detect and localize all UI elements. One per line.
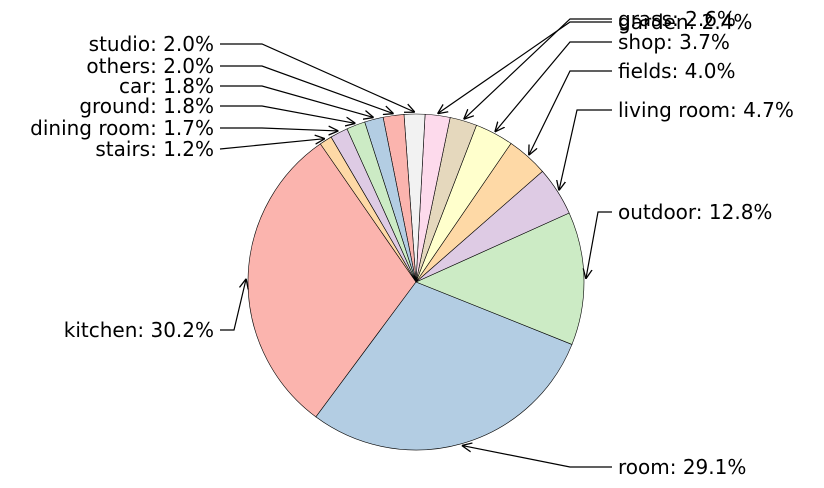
slice-label-shop: shop: 3.7% bbox=[618, 30, 730, 54]
leader-line-ground bbox=[220, 105, 355, 123]
slice-label-outdoor: outdoor: 12.8% bbox=[618, 200, 772, 224]
slice-label-dining-room: dining room: 1.7% bbox=[30, 116, 214, 140]
slice-label-grass: grass: 2.6% bbox=[618, 7, 736, 31]
leader-line-grass bbox=[464, 18, 612, 119]
pie-slices bbox=[247, 113, 585, 451]
slice-label-car: car: 1.8% bbox=[119, 74, 214, 98]
leader-line-studio bbox=[220, 43, 415, 112]
slice-label-kitchen: kitchen: 30.2% bbox=[64, 318, 214, 342]
leader-line-garden bbox=[438, 21, 612, 113]
slice-label-living-room: living room: 4.7% bbox=[618, 98, 794, 122]
leader-line-others bbox=[220, 65, 393, 114]
leader-line-shop bbox=[495, 41, 612, 132]
leader-line-kitchen bbox=[220, 279, 246, 331]
leader-line-fields bbox=[529, 70, 612, 155]
slice-labels: kitchen: 30.2% room: 29.1% outdoor: 12.8% l… bbox=[30, 7, 794, 479]
slice-label-garden: garden: 2.4% bbox=[618, 10, 752, 34]
slice-label-others: others: 2.0% bbox=[86, 54, 214, 78]
leader-lines bbox=[219, 18, 612, 468]
slice-label-ground: ground: 1.8% bbox=[79, 94, 214, 118]
slice-label-fields: fields: 4.0% bbox=[618, 59, 735, 83]
leader-line-stairs bbox=[219, 139, 325, 150]
slice-label-studio: studio: 2.0% bbox=[89, 32, 214, 56]
leader-line-living-room bbox=[559, 109, 612, 190]
leader-line-dining-room bbox=[220, 128, 338, 131]
leader-line-room bbox=[462, 446, 612, 468]
leader-line-outdoor bbox=[586, 211, 612, 278]
slice-label-stairs: stairs: 1.2% bbox=[95, 137, 214, 161]
slice-label-room: room: 29.1% bbox=[618, 455, 746, 479]
leader-line-car bbox=[220, 85, 373, 117]
